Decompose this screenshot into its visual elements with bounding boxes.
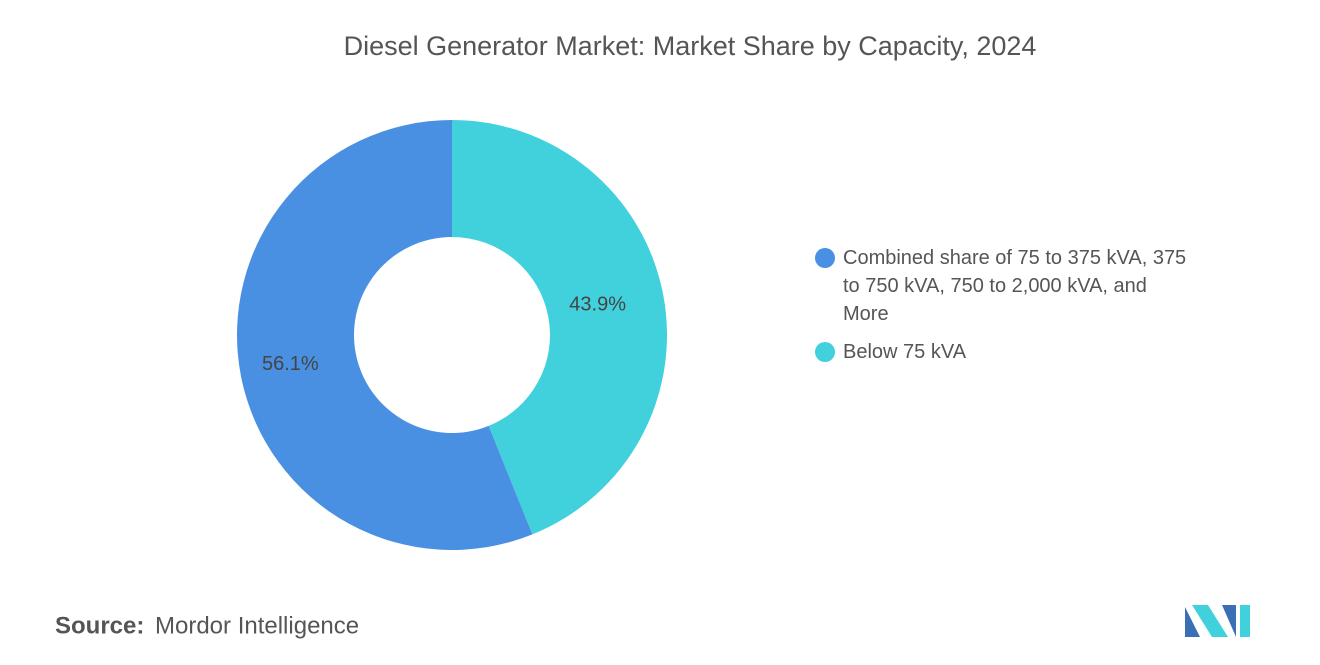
source-label: Source: (55, 612, 144, 639)
donut-segment (237, 120, 533, 550)
chart-title: Diesel Generator Market: Market Share by… (344, 31, 1037, 61)
donut-segment (452, 120, 667, 535)
donut: 43.9% 56.1% (237, 120, 667, 550)
logo-shape (1240, 605, 1250, 637)
legend-item: Combined share of 75 to 375 kVA, 375 to … (815, 244, 1195, 328)
data-label: 43.9% (569, 293, 626, 315)
legend-label: Below 75 kVA (843, 341, 967, 363)
logo-shape (1185, 607, 1200, 637)
logo-shape (1192, 605, 1228, 637)
logo-shape (1222, 605, 1236, 637)
logo (1185, 605, 1250, 637)
legend-marker (815, 342, 835, 362)
legend-marker (815, 248, 835, 268)
legend-label: Combined share of 75 to 375 kVA, 375 to … (843, 247, 1187, 325)
source: Mordor Intelligence (155, 612, 359, 639)
legend-item: Below 75 kVA (815, 338, 1195, 366)
data-label: 56.1% (262, 353, 319, 375)
legend: Combined share of 75 to 375 kVA, 375 to … (815, 244, 1195, 376)
